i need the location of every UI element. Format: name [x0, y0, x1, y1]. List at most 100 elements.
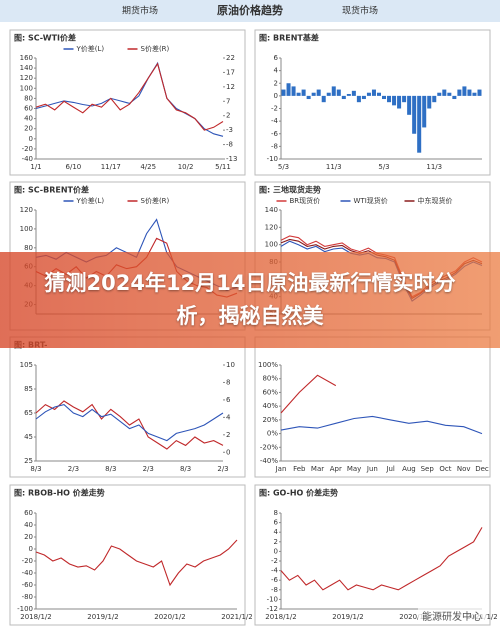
- y-tick-label: 100: [20, 225, 33, 233]
- y-tick-label: 0: [29, 135, 33, 143]
- bar: [462, 86, 467, 96]
- chart-title: 图: BRENT基差: [259, 33, 319, 43]
- y-tick-label: 120: [20, 74, 33, 82]
- x-tick-label: Nov: [457, 465, 471, 473]
- bar: [296, 92, 301, 96]
- bar: [321, 95, 326, 103]
- x-tick-label: 8/3: [30, 465, 41, 473]
- bar: [376, 92, 381, 96]
- bar: [432, 95, 437, 103]
- y2-tick-label: 4: [226, 413, 231, 421]
- panel: [254, 336, 491, 478]
- x-tick-label: Jul: [385, 465, 395, 473]
- y-tick-label: 20: [24, 125, 33, 133]
- bar: [346, 93, 351, 96]
- y-tick-label: -10: [267, 595, 278, 603]
- y-tick-label: -80: [22, 593, 33, 601]
- x-tick-label: 2019/1/2: [87, 613, 118, 621]
- legend-label: Y价差(L): [76, 44, 105, 53]
- y-tick-label: 25: [24, 457, 33, 465]
- y2-tick-label: 8: [226, 378, 230, 386]
- y-tick-label: 0%: [267, 430, 278, 438]
- bar: [291, 86, 296, 96]
- bar: [356, 95, 361, 103]
- bar: [301, 89, 306, 96]
- bar: [361, 95, 366, 100]
- x-tick-label: 2020/1/2: [154, 613, 185, 621]
- bar: [457, 89, 462, 96]
- x-tick-label: Apr: [330, 465, 342, 473]
- y-tick-label: -2: [271, 557, 278, 565]
- bar: [331, 86, 336, 96]
- bar: [467, 89, 472, 96]
- x-tick-label: 10/2: [178, 163, 194, 171]
- bar: [472, 92, 477, 96]
- header-left: 期货市场: [122, 5, 158, 17]
- y-tick-label: 6: [274, 519, 279, 527]
- y2-tick-label: 10: [226, 361, 235, 369]
- x-tick-label: 4/25: [140, 163, 156, 171]
- bar: [437, 92, 442, 96]
- x-tick-label: 2/3: [217, 465, 228, 473]
- series-line: [280, 527, 483, 591]
- y-tick-label: -12: [267, 605, 278, 613]
- legend-label: Y价差(L): [76, 196, 105, 205]
- legend-label: WTI现货价: [354, 196, 388, 205]
- banner-title: 猜测2024年12月14日原油最新行情实时分析，揭秘自然美: [44, 271, 456, 328]
- y-tick-label: -40: [22, 155, 33, 163]
- bar: [281, 89, 286, 96]
- y2-tick-label: 6: [226, 396, 231, 404]
- series-line: [35, 62, 224, 131]
- y-tick-label: -6: [271, 576, 279, 584]
- y2-tick-label: 0: [226, 448, 230, 456]
- y2-tick-label: 7: [226, 97, 230, 105]
- x-tick-label: 2018/1/2: [20, 613, 51, 621]
- series-line: [35, 400, 224, 450]
- banner: 猜测2024年12月14日原油最新行情实时分析，揭秘自然美: [0, 252, 500, 348]
- chart-title: 图: RBOB-HO 价差走势: [14, 488, 105, 498]
- bar: [417, 95, 422, 153]
- bar: [452, 95, 457, 100]
- y-tick-label: 0: [29, 545, 33, 553]
- x-tick-label: 1/1: [30, 163, 41, 171]
- y-tick-label: -20: [22, 145, 33, 153]
- y-tick-label: -20%: [260, 443, 278, 451]
- x-tick-label: 5/11: [215, 163, 231, 171]
- y-tick-label: 0: [274, 92, 278, 100]
- series-line: [280, 374, 337, 414]
- y-tick-label: 45: [24, 433, 33, 441]
- panel: [9, 336, 246, 478]
- y-tick-label: 80: [24, 244, 33, 252]
- y-tick-label: -6: [271, 130, 279, 138]
- y-tick-label: 8: [274, 509, 278, 517]
- bar: [402, 95, 407, 103]
- y-tick-label: -4: [271, 567, 279, 575]
- bar: [442, 89, 447, 96]
- bar: [412, 95, 417, 134]
- series-line: [35, 539, 238, 587]
- bar: [387, 95, 392, 103]
- bar: [397, 95, 402, 109]
- x-tick-label: 2/3: [143, 465, 154, 473]
- header-bar: [0, 0, 500, 22]
- y-tick-label: 20%: [262, 416, 278, 424]
- y-tick-label: 100: [265, 241, 278, 249]
- y-tick-label: 2: [274, 79, 278, 87]
- bar: [382, 95, 387, 100]
- bar: [286, 83, 291, 96]
- x-tick-label: 8/3: [180, 465, 191, 473]
- x-tick-label: Aug: [402, 465, 416, 473]
- y-tick-label: -60: [22, 581, 33, 589]
- bar: [326, 92, 331, 96]
- y-tick-label: 0: [274, 547, 278, 555]
- y-tick-label: 60%: [262, 388, 278, 396]
- x-tick-label: 11/17: [101, 163, 121, 171]
- y-tick-label: 2: [274, 538, 278, 546]
- x-tick-label: 11/3: [326, 163, 342, 171]
- watermark: 能源研发中心: [418, 607, 486, 624]
- legend-label: S价差(R): [141, 44, 170, 53]
- y-tick-label: 60: [24, 509, 33, 517]
- y-tick-label: 65: [24, 409, 33, 417]
- y-tick-label: 120: [265, 223, 278, 231]
- panel: [9, 484, 246, 626]
